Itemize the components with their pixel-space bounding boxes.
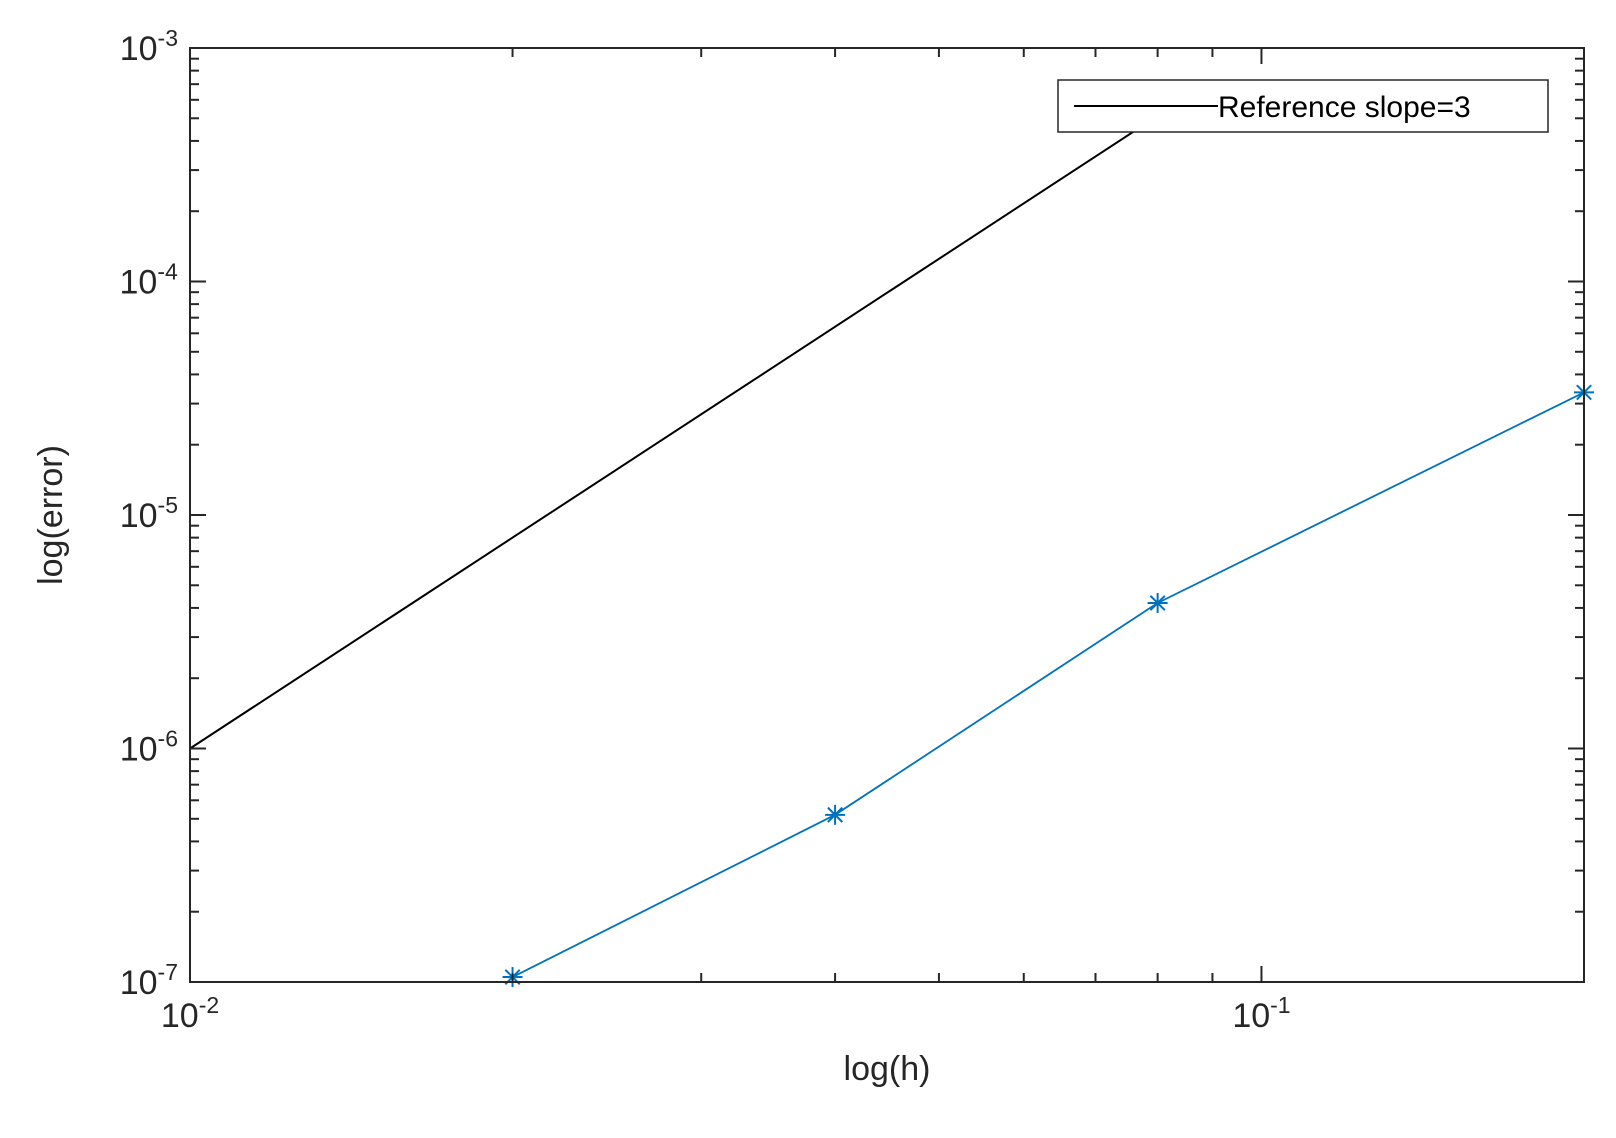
y-tick-label: 10-5 (120, 492, 178, 535)
data-point-marker (825, 804, 846, 825)
data-point-marker (1147, 592, 1168, 613)
y-tick-label: 10-4 (120, 259, 178, 302)
plot-lines (189, 117, 1585, 978)
legend: Reference slope=3 (1057, 79, 1549, 133)
tick-labels: 10-2 10-1 10-7 10-6 10-5 10-4 10-3 (120, 25, 1291, 1035)
y-axis-label: log(error) (32, 445, 70, 585)
series-line-2 (512, 391, 1585, 978)
axis-ticks (189, 47, 1585, 983)
legend-label-reference: Reference slope=3 (1218, 91, 1471, 124)
y-tick-label: 10-6 (120, 726, 178, 769)
x-tick-label: 10-1 (1232, 992, 1290, 1035)
x-axis-label: log(h) (844, 1050, 931, 1088)
x-tick-label: 10-2 (161, 992, 219, 1035)
y-tick-label: 10-7 (120, 959, 178, 1002)
y-tick-label: 10-3 (120, 25, 178, 68)
series-line-1 (189, 117, 1155, 750)
